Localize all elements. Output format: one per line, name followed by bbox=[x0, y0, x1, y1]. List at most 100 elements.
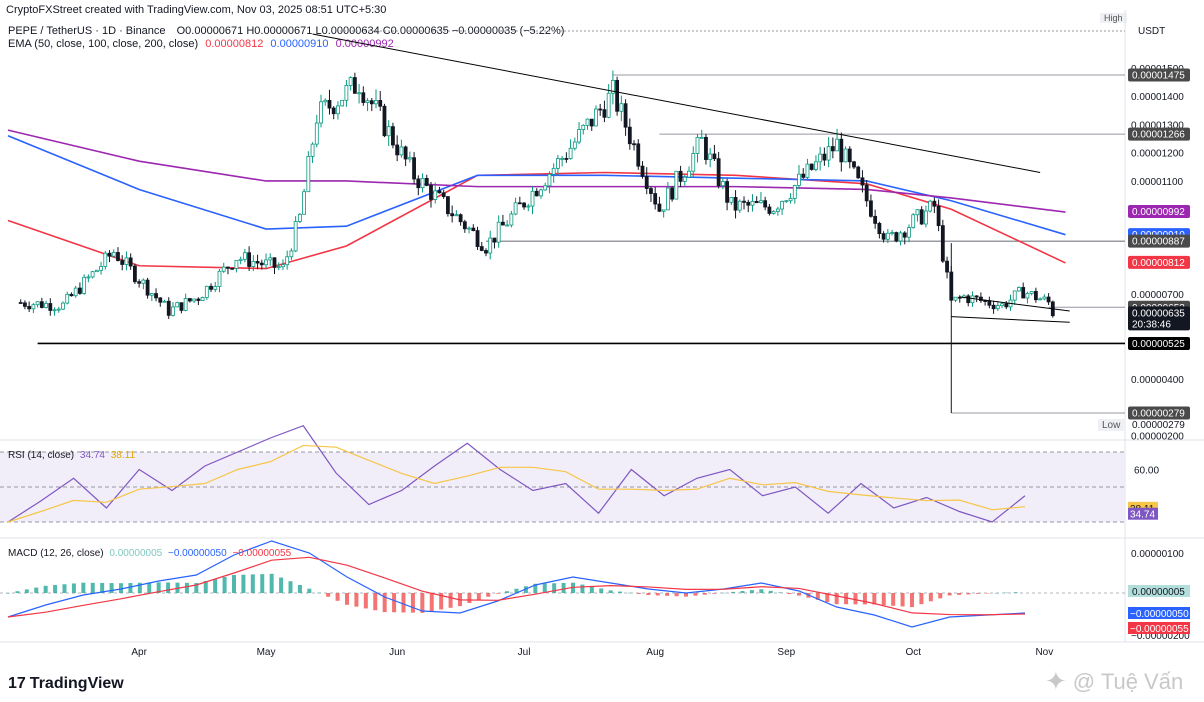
candle-body bbox=[255, 261, 260, 264]
rsi-ma-line bbox=[7, 444, 1026, 523]
macd-histogram-bar bbox=[128, 582, 133, 593]
candle-body bbox=[564, 158, 569, 160]
candle-body bbox=[44, 303, 48, 308]
time-axis[interactable]: Apr May Jun Jul Aug Sep Oct Nov bbox=[131, 647, 1053, 658]
candle-body bbox=[974, 295, 979, 298]
macd-histogram-bar bbox=[24, 589, 29, 593]
horizontal-levels bbox=[37, 74, 1125, 414]
candle-body bbox=[610, 79, 615, 94]
wedge-upper-line bbox=[959, 296, 1070, 312]
candle-body bbox=[932, 200, 937, 207]
price-tag-label: 0.00001475 bbox=[1132, 71, 1185, 82]
macd-histogram-bar bbox=[486, 593, 491, 597]
candle-body bbox=[539, 189, 543, 197]
candle-body bbox=[623, 103, 628, 128]
price-tick-label: 0.00000400 bbox=[1131, 375, 1184, 386]
ema-label: EMA (50, close, 100, close, 200, close) bbox=[8, 38, 199, 50]
candle-body bbox=[801, 173, 806, 178]
macd-histogram-bar bbox=[938, 593, 943, 599]
candle-body bbox=[725, 181, 729, 203]
macd-histogram-bar bbox=[297, 584, 302, 593]
macd-histogram-bar bbox=[768, 590, 773, 593]
price-tick-label: 0.00001200 bbox=[1131, 149, 1184, 160]
price-tag-label: 0.00000525 bbox=[1132, 339, 1185, 350]
macd-histogram-bar bbox=[514, 588, 519, 593]
macd-histogram-bar bbox=[881, 593, 886, 606]
candle-body bbox=[82, 276, 87, 294]
candle-body bbox=[788, 198, 793, 202]
candle-body bbox=[928, 200, 933, 212]
macd-histogram-bar bbox=[580, 584, 585, 593]
candle-body bbox=[297, 213, 302, 222]
candle-body bbox=[221, 266, 226, 272]
macd-histogram-bar bbox=[260, 574, 265, 593]
candle-body bbox=[750, 201, 755, 206]
candle-body bbox=[771, 211, 776, 214]
macd-histogram-bar bbox=[81, 582, 86, 593]
macd-histogram-bar bbox=[62, 584, 67, 593]
macd-histogram-bar bbox=[636, 593, 641, 594]
rsi-legend[interactable]: RSI (14, close) 34.74 38.11 bbox=[8, 450, 135, 461]
macd-histogram-bar bbox=[43, 585, 48, 593]
ema50-value: 0.00000812 bbox=[205, 38, 264, 50]
trend-drawings bbox=[312, 33, 1070, 323]
time-tick-label: Sep bbox=[777, 647, 795, 658]
candle-body bbox=[217, 270, 222, 287]
macd-histogram-bar bbox=[288, 581, 293, 593]
candle-body bbox=[31, 304, 36, 310]
candle-body bbox=[885, 232, 890, 240]
candle-body bbox=[589, 118, 594, 127]
candle-body bbox=[759, 200, 763, 204]
macd-histogram-bar bbox=[947, 593, 952, 596]
candle-body bbox=[682, 176, 687, 182]
candle-body bbox=[99, 266, 103, 271]
macd-histogram-bar bbox=[476, 593, 481, 600]
candle-body bbox=[644, 176, 649, 189]
ema-lines bbox=[7, 129, 1066, 270]
macd-histogram-bar bbox=[910, 593, 914, 608]
candle-body bbox=[1021, 287, 1026, 299]
macd-histogram-bar bbox=[382, 593, 387, 613]
macd-histogram-bar bbox=[684, 593, 688, 597]
macd-signal-line bbox=[7, 556, 1026, 618]
macd-signal-value: −0.00000055 bbox=[232, 548, 292, 559]
candle-body bbox=[966, 295, 971, 304]
macd-histogram-bar bbox=[505, 591, 510, 593]
candle-body bbox=[716, 158, 721, 187]
macd-label: MACD (12, 26, close) bbox=[8, 548, 104, 559]
candle-body bbox=[1025, 293, 1030, 299]
macd-histogram-bar bbox=[674, 593, 679, 597]
candle-body bbox=[462, 221, 467, 230]
price-axis[interactable]: 0.000015000.000014000.000013000.00001200… bbox=[1131, 64, 1190, 642]
candle-body bbox=[149, 293, 154, 296]
candle-body bbox=[78, 287, 82, 294]
candle-body bbox=[818, 153, 823, 163]
price-tag-label: 0.00000279 bbox=[1132, 409, 1185, 420]
candle-body bbox=[822, 153, 827, 161]
candle-body bbox=[522, 202, 526, 208]
candle-body bbox=[319, 101, 323, 124]
candle-body bbox=[835, 138, 839, 152]
macd-histogram-bar bbox=[420, 593, 425, 613]
macd-histogram-bar bbox=[731, 591, 736, 593]
candle-body bbox=[251, 261, 256, 267]
macd-histogram-bar bbox=[815, 593, 820, 600]
macd-tick-label: −0.00000200 bbox=[1131, 631, 1190, 642]
macd-pane[interactable] bbox=[0, 540, 1125, 628]
symbol-info[interactable]: PEPE / TetherUS · 1D · Binance O0.000006… bbox=[8, 25, 564, 37]
candle-body bbox=[259, 262, 264, 266]
currency-label: USDT bbox=[1138, 26, 1166, 37]
macd-histogram-bar bbox=[269, 573, 274, 593]
candle-body bbox=[843, 148, 848, 163]
macd-histogram-bar bbox=[448, 593, 453, 608]
candle-body bbox=[488, 237, 493, 254]
tradingview-logo[interactable]: 17 TradingView bbox=[8, 675, 124, 693]
candle-body bbox=[264, 259, 268, 266]
symbol-label: PEPE / TetherUS · 1D · Binance bbox=[8, 25, 166, 37]
macd-histogram-bar bbox=[891, 593, 896, 606]
rsi-pane[interactable] bbox=[0, 425, 1125, 523]
macd-legend[interactable]: MACD (12, 26, close) 0.00000005 −0.00000… bbox=[8, 548, 291, 559]
price-tick-label: 0.00001100 bbox=[1131, 177, 1184, 188]
candle-body bbox=[86, 276, 91, 279]
